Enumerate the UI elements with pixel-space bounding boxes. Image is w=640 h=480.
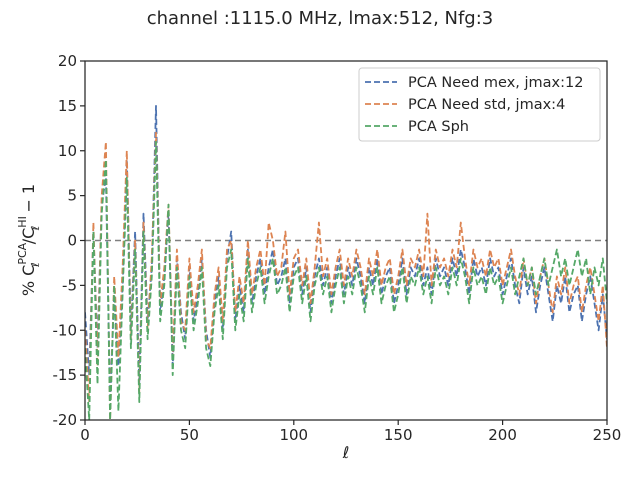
series-group xyxy=(85,105,607,420)
y-axis-label-prefix: % C xyxy=(19,265,38,296)
x-tick-label: 100 xyxy=(279,426,308,444)
y-axis-label-sup-num: PCA xyxy=(16,242,29,264)
y-tick-label: -5 xyxy=(62,276,77,294)
x-tick-label: 250 xyxy=(593,426,622,444)
y-axis-label-sub-den: ℓ xyxy=(29,226,42,232)
y-axis-label-sup-den: HI xyxy=(16,216,29,228)
y-axis-label: % CPCAℓ/CHIℓ − 1 xyxy=(16,184,42,296)
x-tick-label: 150 xyxy=(384,426,413,444)
x-tick-label: 0 xyxy=(80,426,90,444)
x-axis: 0 50 100 150 200 250 xyxy=(80,420,621,444)
y-tick-label: 0 xyxy=(67,232,77,250)
x-tick-label: 200 xyxy=(488,426,517,444)
legend: PCA Need mex, jmax:12 PCA Need std, jmax:… xyxy=(358,67,601,142)
y-tick-label: -20 xyxy=(53,411,78,429)
y-axis-label-suffix: − 1 xyxy=(19,184,38,218)
y-tick-label: 15 xyxy=(58,97,77,115)
y-axis-label-sub-num: ℓ xyxy=(29,262,42,268)
y-tick-label: 5 xyxy=(67,187,77,205)
series-line-3 xyxy=(85,140,607,420)
y-tick-label: -15 xyxy=(53,366,78,384)
y-tick-label: 20 xyxy=(58,52,77,70)
chart-title: channel :1115.0 MHz, lmax:512, Nfg:3 xyxy=(147,8,494,29)
legend-label-2: PCA Need std, jmax:4 xyxy=(408,97,565,113)
legend-box xyxy=(358,67,601,142)
y-axis-label-slash: /C xyxy=(19,228,38,245)
legend-label-1: PCA Need mex, jmax:12 xyxy=(408,75,583,91)
y-tick-label: 10 xyxy=(58,142,77,160)
y-axis: -20 -15 -10 -5 0 5 10 15 20 xyxy=(53,52,85,429)
y-tick-label: -10 xyxy=(53,321,78,339)
x-axis-label: ℓ xyxy=(342,443,350,462)
legend-label-3: PCA Sph xyxy=(408,119,469,135)
x-tick-label: 50 xyxy=(180,426,199,444)
